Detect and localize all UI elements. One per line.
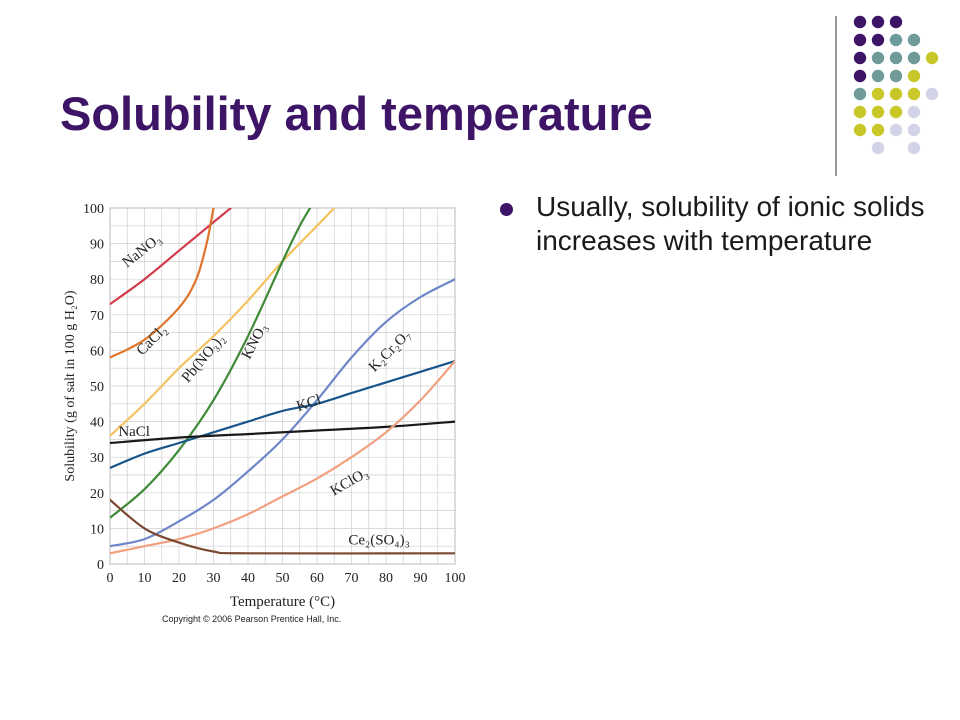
- series-line-cacl-: [110, 208, 215, 359]
- decor-dot: [907, 123, 921, 137]
- decor-dot: [889, 15, 903, 29]
- y-tick-label: 0: [97, 558, 104, 573]
- y-axis-label: Solubility (g of salt in 100 g H₂O): [63, 290, 78, 481]
- decor-dot: [907, 69, 921, 83]
- slide-title: Solubility and temperature: [60, 87, 653, 140]
- decor-dot: [853, 15, 867, 29]
- x-axis-label: Temperature (°C): [230, 594, 335, 610]
- decor-dot: [853, 51, 867, 65]
- decor-dot: [889, 69, 903, 83]
- series-line-kclo-: [110, 360, 455, 555]
- decor-dot: [853, 123, 867, 137]
- decor-dot: [907, 141, 921, 155]
- solubility-chart: 0 10 20 30 40 50 60 70 80 90 100 0 10 20 30 40 50 60 70 80 9…: [63, 202, 466, 610]
- decor-dot: [889, 123, 903, 137]
- decor-dot: [889, 51, 903, 65]
- curve-label: NaCl: [118, 424, 150, 440]
- decor-dot: [871, 51, 885, 65]
- x-tick-label: 0: [107, 571, 114, 586]
- decor-dot: [871, 123, 885, 137]
- series-line-ce-so-: [110, 498, 455, 555]
- y-tick-label: 80: [90, 273, 104, 288]
- decor-dot: [871, 141, 885, 155]
- decor-dot: [853, 69, 867, 83]
- bullet-item: Usually, solubility of ionic solids incr…: [500, 190, 940, 258]
- decorative-dot-grid: [835, 15, 939, 176]
- decor-dot: [907, 105, 921, 119]
- y-tick-label: 40: [90, 416, 104, 431]
- y-tick-label: 90: [90, 238, 104, 253]
- decor-dot: [889, 33, 903, 47]
- y-tick-label: 70: [90, 309, 104, 324]
- x-tick-label: 30: [207, 571, 221, 586]
- decor-dot: [871, 69, 885, 83]
- y-tick-label: 30: [90, 451, 104, 466]
- x-tick-label: 100: [445, 571, 466, 586]
- x-tick-label: 60: [310, 571, 324, 586]
- series-group: [110, 208, 455, 555]
- decor-dot: [889, 105, 903, 119]
- decor-dot: [871, 105, 885, 119]
- x-tick-label: 80: [379, 571, 393, 586]
- decor-dot: [853, 33, 867, 47]
- y-tick-label: 60: [90, 344, 104, 359]
- curve-label: Ce₂(SO₄)₃: [348, 532, 410, 548]
- bullet-text: Usually, solubility of ionic solids incr…: [536, 191, 925, 256]
- decor-dot: [871, 15, 885, 29]
- decor-dot: [925, 87, 939, 101]
- bullet-list: Usually, solubility of ionic solids incr…: [500, 190, 940, 258]
- decor-dot: [853, 87, 867, 101]
- y-tick-label: 100: [83, 202, 104, 217]
- x-tick-label: 40: [241, 571, 255, 586]
- decor-dot: [907, 33, 921, 47]
- series-line-k-cr-o-: [110, 278, 455, 548]
- decor-dot: [889, 87, 903, 101]
- decor-dot: [907, 51, 921, 65]
- decor-dot: [871, 33, 885, 47]
- x-tick-label: 70: [345, 571, 359, 586]
- decor-dot: [925, 51, 939, 65]
- x-tick-label: 90: [414, 571, 428, 586]
- x-tick-label: 20: [172, 571, 186, 586]
- x-tick-label: 50: [276, 571, 290, 586]
- y-tick-label: 10: [90, 522, 104, 537]
- series-line-kcl: [110, 360, 455, 469]
- decor-dot: [871, 87, 885, 101]
- series-line-pb-no-: [110, 208, 336, 437]
- bullet-dot-icon: [500, 203, 513, 216]
- x-tick-label: 10: [138, 571, 152, 586]
- y-tick-label: 50: [90, 380, 104, 395]
- series-line-kno-: [110, 208, 312, 519]
- copyright-text: Copyright © 2006 Pearson Prentice Hall, …: [162, 614, 342, 624]
- decor-dot: [853, 105, 867, 119]
- y-tick-label: 20: [90, 487, 104, 502]
- curve-label: KCl: [294, 392, 323, 415]
- series-line-nano-: [110, 208, 232, 306]
- decor-dot: [907, 87, 921, 101]
